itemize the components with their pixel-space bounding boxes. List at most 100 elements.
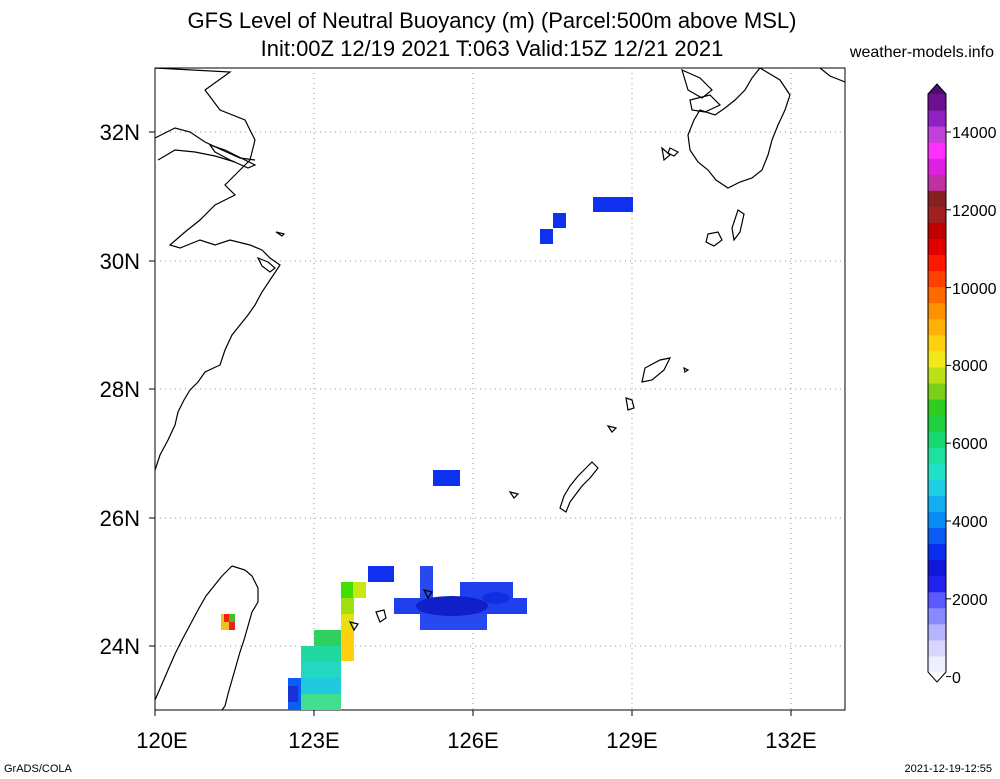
data-patch-yaeyama (353, 582, 366, 598)
coastline-china (155, 68, 281, 471)
colorbar-segment (928, 399, 946, 416)
colorbar-label: 2000 (952, 592, 988, 609)
data-patch-yaeyama (314, 630, 341, 646)
colorbar-segment (928, 383, 946, 400)
colorbar-outline (927, 83, 947, 683)
coastline-kyushu-north (819, 68, 845, 83)
data-patch-yaeyama (341, 598, 354, 614)
colorbar-segment (928, 366, 946, 384)
colorbar-segment (928, 511, 946, 528)
colorbar-segment (928, 447, 946, 464)
colorbar-segment (928, 655, 946, 673)
coastline-miyako (422, 589, 433, 600)
colorbar-segment (928, 463, 946, 480)
colorbar-label: 4000 (952, 514, 988, 531)
axis-labels: 120E 123E 126E 129E 132E 32N 30N 28N 26N… (100, 120, 817, 753)
colorbar-labels: 14000 12000 10000 8000 6000 4000 2000 0 (952, 125, 997, 687)
colorbar-segment (928, 94, 946, 111)
data-patch-miyako (420, 614, 487, 630)
coastline-amami (641, 357, 672, 383)
coastline-kume (508, 491, 520, 499)
data-patch-yaeyama (301, 662, 341, 678)
coastline-shanghai-islands (208, 143, 257, 169)
colorbar-segment (928, 238, 946, 256)
footer-timestamp: 2021-12-19-12:55 (904, 763, 992, 775)
data-patch-yaeyama (341, 630, 354, 661)
lon-label: 120E (136, 728, 187, 753)
colorbar-label: 6000 (952, 436, 988, 453)
colorbar-label: 8000 (952, 358, 988, 375)
colorbar-segment (928, 110, 946, 127)
colorbar-segment (928, 623, 946, 641)
coastline-jeju (667, 68, 722, 157)
coastline-okinawa (559, 461, 599, 513)
lat-label: 32N (100, 120, 140, 145)
colorbar-label: 14000 (952, 125, 997, 142)
colorbar-segment (928, 174, 946, 191)
data-patch-yaeyama (288, 694, 341, 710)
data-patch-yaeyama (288, 686, 298, 702)
coastline-ishigaki (348, 609, 387, 632)
axis-ticks (149, 131, 792, 716)
colorbar-segment (928, 254, 946, 272)
colorbar-segment (928, 527, 946, 545)
colorbar-segment (928, 142, 946, 159)
data-patch-east-china-sea (593, 197, 633, 212)
site-credit: weather-models.info (849, 44, 994, 61)
colorbar-segment (928, 350, 946, 368)
data-patch-yaeyama (301, 646, 341, 662)
coastline-taiwan (155, 565, 259, 710)
colorbar-segment (928, 318, 946, 336)
colorbar-segment (928, 126, 946, 143)
colorbar-segment (928, 286, 946, 304)
data-patch-miyako (416, 596, 488, 616)
data-patch-east-china-sea (540, 229, 553, 244)
coastline-yakushima (705, 231, 723, 247)
data-patch-yaeyama (288, 678, 341, 694)
data-patch-east-china-sea (553, 213, 566, 228)
lat-label: 28N (100, 377, 140, 402)
colorbar-segment (928, 270, 946, 288)
data-patch-miyako (368, 566, 394, 582)
colorbar-segment (928, 591, 946, 609)
lat-label: 26N (100, 506, 140, 531)
colorbar-segment (928, 543, 946, 561)
colorbar-segment (928, 639, 946, 657)
colorbar-min-arrow (928, 672, 946, 682)
lat-label: 30N (100, 249, 140, 274)
lon-label: 132E (765, 728, 816, 753)
coastline-zhoushan (256, 231, 286, 273)
coastline-tokunoshima (625, 397, 635, 411)
colorbar-segment (928, 222, 946, 239)
colorbar-segment (928, 575, 946, 593)
colorbar-segment (928, 495, 946, 512)
colorbar-segment (928, 334, 946, 352)
data-patch-yaeyama (341, 614, 354, 630)
colorbar-segment (928, 206, 946, 223)
colorbar-label: 10000 (952, 281, 997, 298)
colorbar-segment (928, 302, 946, 320)
colorbar-label: 0 (952, 670, 961, 687)
colorbar-segment (928, 190, 946, 207)
map-title: GFS Level of Neutral Buoyancy (m) (Parce… (187, 8, 797, 33)
colorbar-max-arrow (928, 84, 946, 94)
data-patch-yaeyama (341, 582, 355, 598)
data-patch-miyako (420, 566, 433, 598)
colorbar-label: 12000 (952, 203, 997, 220)
data-patch-taiwan (224, 614, 229, 622)
coastline-koshiki (661, 146, 671, 162)
colorbar-segment (928, 559, 946, 577)
footer-grads: GrADS/COLA (4, 763, 72, 775)
lon-label: 129E (606, 728, 657, 753)
coastline-kyushu (687, 68, 791, 189)
data-patch-miyako (482, 592, 510, 604)
colorbar-segment (928, 479, 946, 496)
lon-label: 123E (288, 728, 339, 753)
coastlines (155, 68, 845, 710)
lat-label: 24N (100, 634, 140, 659)
colorbar-segment (928, 158, 946, 175)
colorbar (927, 83, 951, 683)
map-subtitle: Init:00Z 12/19 2021 T:063 Valid:15Z 12/2… (260, 36, 724, 61)
data-patch-taiwan (229, 614, 235, 622)
